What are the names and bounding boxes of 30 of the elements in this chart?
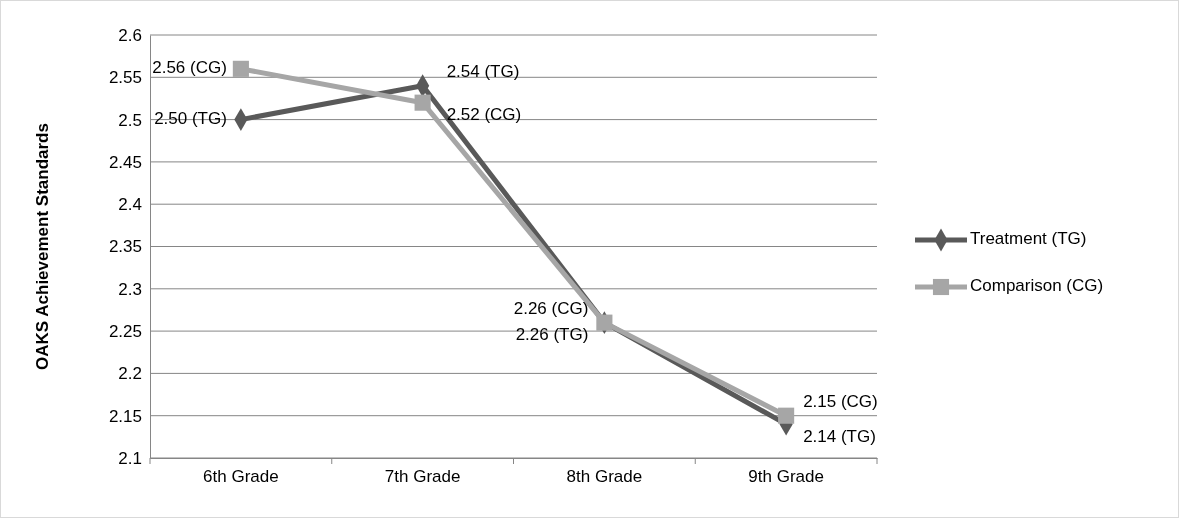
data-label: 2.26 (CG) [513, 299, 589, 319]
x-tick-label: 6th Grade [203, 467, 279, 487]
legend-label: Comparison (CG) [970, 276, 1104, 296]
y-tick-label: 2.55 [108, 68, 142, 88]
data-label: 2.14 (TG) [803, 426, 876, 446]
y-tick-label: 2.3 [118, 279, 142, 299]
y-tick-label: 2.25 [108, 322, 142, 342]
legend-label: Treatment (TG) [970, 229, 1087, 249]
data-label: 2.56 (CG) [152, 58, 227, 78]
y-axis-title: OAKS Achievement Standards [33, 123, 52, 370]
y-tick-label: 2.45 [108, 152, 142, 172]
point [778, 407, 795, 424]
y-tick-label: 2.15 [108, 406, 142, 426]
y-tick-label: 2.4 [118, 195, 142, 215]
data-label: 2.15 (CG) [803, 392, 878, 412]
data-label: 2.54 (TG) [446, 62, 520, 82]
x-tick-label: 9th Grade [748, 467, 824, 487]
x-tick-label: 7th Grade [384, 467, 461, 487]
y-tick-label: 2.2 [118, 364, 142, 384]
point [232, 60, 249, 77]
data-label: 2.52 (CG) [446, 105, 522, 125]
x-tick-label: 8th Grade [566, 467, 643, 487]
y-tick-label: 2.1 [118, 448, 142, 468]
data-label: 2.26 (TG) [515, 325, 589, 345]
point [596, 314, 613, 331]
data-label: 2.50 (TG) [154, 109, 227, 129]
y-tick-label: 2.6 [118, 25, 142, 45]
point [414, 94, 431, 111]
y-tick-label: 2.5 [118, 110, 142, 130]
y-tick-label: 2.35 [108, 237, 142, 257]
